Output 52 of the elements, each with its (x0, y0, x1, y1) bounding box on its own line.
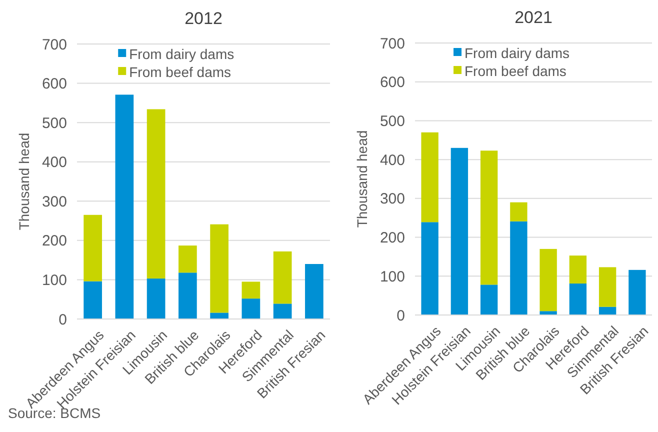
bar (569, 256, 587, 284)
bar (242, 298, 260, 319)
bar (480, 150, 498, 285)
bar (210, 224, 228, 313)
bar (510, 202, 528, 222)
y-tick-label: 0 (396, 307, 405, 324)
y-tick-label: 300 (42, 193, 67, 210)
bar (115, 94, 134, 319)
y-tick-label: 0 (58, 311, 67, 328)
bar (84, 214, 102, 282)
y-tick-label: 600 (380, 74, 405, 92)
bar (598, 267, 616, 307)
bar (628, 270, 646, 315)
y-tick-label: 700 (42, 36, 67, 54)
bar (146, 278, 166, 319)
y-tick-label: 400 (380, 152, 405, 169)
bar (178, 246, 197, 273)
legend-label: From beef dams (464, 62, 566, 79)
bar (598, 306, 616, 315)
bar (540, 311, 557, 315)
y-tick-label: 700 (380, 35, 405, 52)
y-axis-title: Thousand head (16, 132, 32, 230)
legend-label: From beef dams (129, 64, 232, 80)
bar (421, 222, 438, 315)
y-tick-label: 500 (380, 112, 405, 130)
bar (421, 132, 438, 222)
bar (480, 284, 498, 315)
y-tick-label: 100 (380, 268, 405, 286)
y-tick-label: 100 (42, 272, 67, 289)
y-tick-label: 200 (42, 232, 67, 250)
legend-label: From dairy dams (464, 44, 570, 61)
bar (273, 251, 292, 304)
bar (84, 281, 102, 319)
bar (242, 282, 260, 299)
y-axis-title: Thousand head (354, 130, 370, 228)
y-tick-label: 500 (42, 114, 67, 132)
y-tick-label: 200 (380, 230, 405, 247)
bar (178, 272, 197, 319)
bar (540, 248, 557, 312)
bar (273, 304, 292, 319)
y-tick-label: 300 (380, 190, 405, 208)
y-tick-label: 400 (42, 154, 67, 172)
chart-title: 2012 (184, 9, 222, 28)
bar (569, 284, 587, 315)
bar (210, 312, 228, 319)
bar (450, 148, 468, 315)
legend-label: From dairy dams (129, 46, 234, 62)
y-tick-label: 600 (42, 76, 67, 93)
bar (146, 109, 166, 279)
bar (510, 221, 528, 315)
bar (305, 264, 324, 319)
chart-title: 2021 (514, 8, 552, 27)
